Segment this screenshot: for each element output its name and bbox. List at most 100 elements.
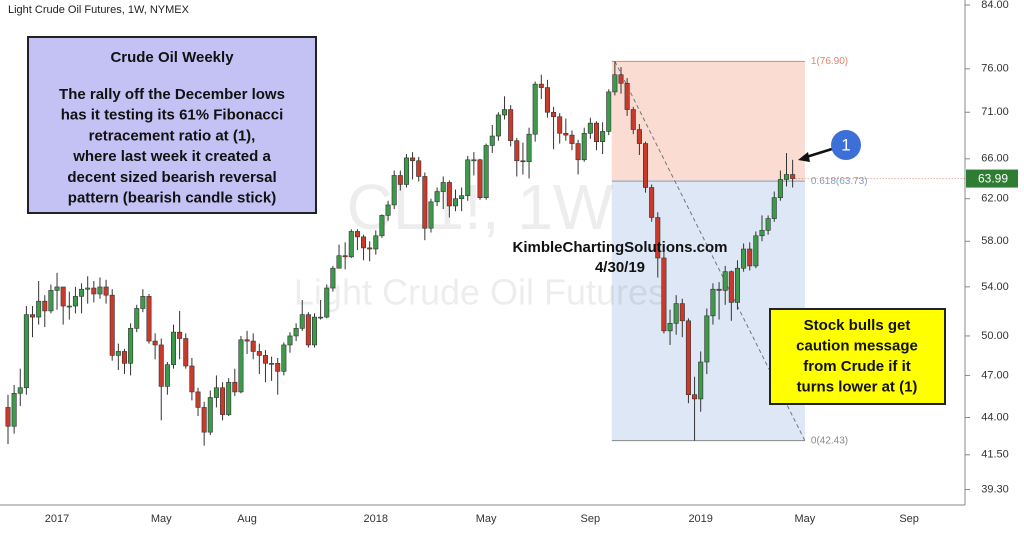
candle-body [250, 340, 256, 352]
x-tick-label: Sep [581, 513, 601, 525]
candle-body [495, 114, 501, 137]
candle-body [784, 174, 790, 180]
candle-body [722, 271, 728, 291]
candle-body [716, 288, 722, 291]
candle-body [489, 135, 495, 146]
candle-body [152, 340, 158, 346]
candle-body [109, 294, 115, 356]
candle-body [465, 159, 471, 196]
candle-body [348, 231, 354, 258]
candle-body [526, 133, 532, 163]
candle-body [275, 363, 281, 372]
candle-body [281, 344, 287, 372]
watermark: Light Crude Oil Futures [294, 272, 666, 313]
fib-label: 1(76.90) [811, 56, 848, 67]
candle-body [410, 157, 416, 162]
x-tick-label: 2018 [364, 513, 388, 525]
candle-body [630, 109, 636, 130]
x-tick-label: Aug [237, 513, 257, 525]
candle-body [790, 174, 796, 179]
candle-body [710, 288, 716, 317]
x-tick-label: May [476, 513, 497, 525]
candle-body [581, 132, 587, 161]
candle-body [477, 159, 483, 198]
commentary-line: decent sized bearish reversal [67, 169, 276, 186]
candle-body [121, 351, 127, 364]
commentary-line: pattern (bearish candle stick) [68, 189, 276, 206]
y-tick-label: 39.30 [981, 483, 1009, 495]
candle-body [753, 235, 759, 267]
caution: Stock bulls get caution message from Crude… [796, 317, 918, 396]
candle-body [17, 387, 23, 394]
commentary-line: The rally off the December lows [59, 86, 285, 103]
caution-line: from Crude if it [803, 358, 911, 375]
candle-body [698, 361, 704, 400]
candle-body [189, 365, 195, 393]
candle-body [238, 339, 244, 393]
caution-line: caution message [796, 337, 918, 354]
y-tick-label: 66.00 [981, 153, 1009, 165]
y-tick-label: 44.00 [981, 411, 1009, 423]
candle-body [5, 407, 11, 427]
candle-body [226, 381, 232, 415]
credit: KimbleChartingSolutions.com [512, 239, 727, 256]
axes: 39.30 41.50 44.00 47.00 50.00 54.00 58.00 62.00… [0, 0, 1018, 525]
candle-body [667, 323, 673, 332]
candle-body [428, 201, 434, 229]
candle-body [416, 160, 422, 177]
candle-body [569, 134, 575, 144]
y-tick-label: 47.00 [981, 369, 1009, 381]
candle-body [373, 235, 379, 250]
candle-body [563, 132, 569, 136]
candle-body [256, 351, 262, 356]
candle-body [385, 204, 391, 216]
candle-body [115, 351, 121, 356]
candle-body [459, 195, 465, 200]
candle-body [324, 287, 330, 318]
candle-body [42, 300, 48, 312]
y-tick-label: 54.00 [981, 281, 1009, 293]
candle-body [213, 387, 219, 398]
candle-body [293, 328, 299, 337]
arrow-head [798, 152, 810, 162]
candle-body [54, 286, 60, 291]
candle-body [661, 257, 667, 332]
commentary-title: Crude Oil Weekly [110, 49, 234, 66]
last-price-tag [966, 169, 1018, 188]
commentary-line: where last week it created a [72, 148, 271, 165]
candle-body [728, 271, 734, 303]
candle-body [440, 182, 446, 192]
candle-body [624, 82, 630, 110]
x-tick-label: Sep [899, 513, 919, 525]
y-tick-label: 62.00 [981, 193, 1009, 205]
candle-body [600, 131, 606, 142]
candle-body [471, 159, 477, 162]
y-tick-label: 71.00 [981, 106, 1009, 118]
x-tick-label: May [151, 513, 172, 525]
candle-body [140, 296, 146, 309]
candle-body [575, 143, 581, 161]
candle-body [734, 267, 740, 303]
candle-body [318, 316, 324, 319]
candle-body [48, 290, 54, 312]
candle-body [771, 197, 777, 219]
candle-body [36, 300, 42, 318]
candle-body [128, 328, 134, 364]
candle-body [452, 198, 458, 207]
commentary-line: retracement ratio at (1), [89, 127, 256, 144]
candle-body [446, 182, 452, 207]
candle-body [354, 231, 360, 238]
candle-body [612, 74, 618, 93]
candle-body [643, 143, 649, 188]
y-tick-label: 58.00 [981, 235, 1009, 247]
candle-body [91, 287, 97, 295]
candles [5, 61, 796, 446]
candle-body [551, 111, 557, 118]
candle-body [587, 122, 593, 134]
candle-body [391, 175, 397, 206]
candle-body [483, 145, 489, 198]
candle-body [171, 331, 177, 365]
candle-body [158, 344, 164, 387]
candle-body [103, 286, 109, 296]
